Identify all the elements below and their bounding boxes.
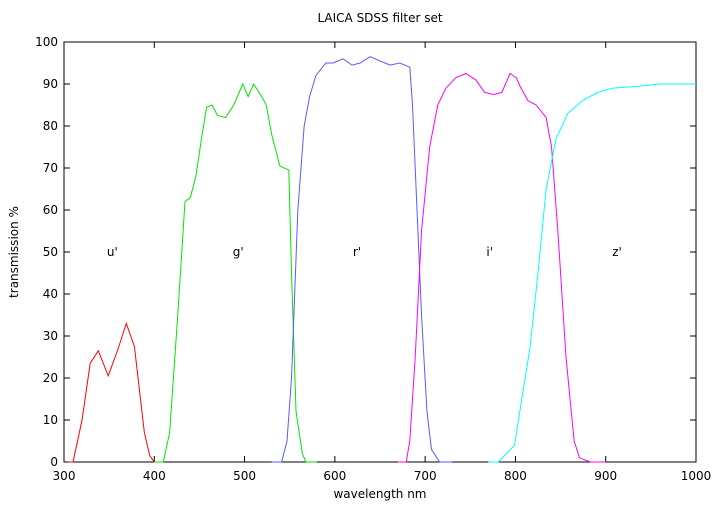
y-tick-label: 40 — [43, 287, 58, 301]
chart-title: LAICA SDSS filter set — [317, 11, 442, 25]
y-axis-label: transmission % — [7, 206, 21, 298]
y-tick-label: 30 — [43, 329, 58, 343]
y-tick-label: 90 — [43, 77, 58, 91]
y-tick-label: 50 — [43, 245, 58, 259]
series-label: u' — [107, 245, 118, 259]
filter-curve — [398, 72, 606, 463]
x-tick-label: 900 — [594, 469, 617, 483]
y-tick-label: 80 — [43, 119, 58, 133]
series-label: r' — [353, 245, 361, 259]
x-tick-label: 800 — [504, 469, 527, 483]
plot-frame — [63, 41, 697, 463]
series-label: g' — [233, 245, 244, 259]
filter-curve — [68, 321, 164, 463]
filter-curve — [271, 56, 453, 463]
series-label: i' — [486, 245, 493, 259]
x-tick-label: 400 — [143, 469, 166, 483]
y-tick-label: 60 — [43, 203, 58, 217]
x-tick-label: 500 — [233, 469, 256, 483]
x-tick-label: 600 — [323, 469, 346, 483]
y-tick-label: 0 — [50, 455, 58, 469]
x-tick-label: 300 — [53, 469, 76, 483]
filter-curve — [154, 82, 317, 463]
filter-curve — [488, 83, 696, 463]
series-label: z' — [612, 245, 622, 259]
y-tick-label: 100 — [35, 35, 58, 49]
x-axis-label: wavelength nm — [333, 487, 426, 501]
y-tick-label: 70 — [43, 161, 58, 175]
x-tick-label: 700 — [414, 469, 437, 483]
y-tick-label: 20 — [43, 371, 58, 385]
x-tick-label: 1000 — [681, 469, 712, 483]
y-tick-label: 10 — [43, 413, 58, 427]
